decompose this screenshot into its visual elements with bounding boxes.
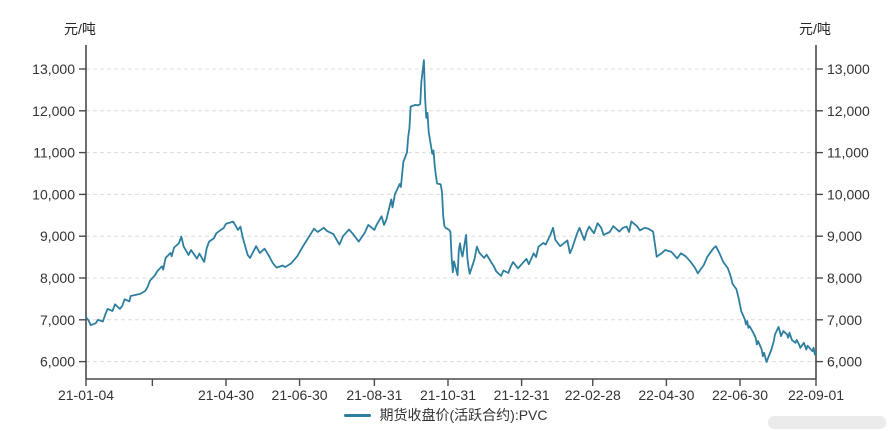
y-axis-label-right: 11,000 xyxy=(827,145,869,161)
price-line xyxy=(85,59,817,363)
y-axis-label-left: 9,000 xyxy=(40,228,75,244)
x-axis-label: 22-04-30 xyxy=(638,387,694,403)
x-axis-label: 22-06-30 xyxy=(712,387,768,403)
y-axis-label-left: 6,000 xyxy=(40,354,75,370)
x-axis-label: 21-04-30 xyxy=(198,387,254,403)
y-axis-label-right: 7,000 xyxy=(827,312,862,328)
legend: 期货收盘价(活跃合约):PVC xyxy=(0,405,891,425)
y-axis-label-right: 8,000 xyxy=(827,270,862,286)
y-axis-label-left: 12,000 xyxy=(32,103,75,119)
x-axis-label: 21-06-30 xyxy=(272,387,328,403)
y-axis-label-left: 7,000 xyxy=(40,312,75,328)
y-axis-label-right: 10,000 xyxy=(827,186,870,202)
x-axis-label: 22-02-28 xyxy=(565,387,621,403)
legend-line-swatch xyxy=(343,413,371,417)
y-axis-label-right: 9,000 xyxy=(827,228,862,244)
y-axis-label-right: 13,000 xyxy=(827,61,870,77)
x-axis-label: 21-01-04 xyxy=(58,387,114,403)
y-axis-label-right: 6,000 xyxy=(827,354,862,370)
y-axis-label-left: 8,000 xyxy=(40,270,75,286)
y-axis-unit-left: 元/吨 xyxy=(64,21,96,37)
y-axis-label-left: 13,000 xyxy=(32,61,75,77)
y-axis-label-right: 12,000 xyxy=(827,103,870,119)
y-axis-unit-right: 元/吨 xyxy=(799,21,831,37)
legend-label: 期货收盘价(活跃合约):PVC xyxy=(379,407,548,423)
y-axis-label-left: 10,000 xyxy=(32,186,75,202)
x-axis-label: 21-12-31 xyxy=(494,387,550,403)
x-axis-label: 22-09-01 xyxy=(788,387,844,403)
x-axis-label: 21-08-31 xyxy=(346,387,402,403)
x-axis-label: 21-10-31 xyxy=(420,387,476,403)
watermark-blur xyxy=(768,416,886,429)
y-axis-label-left: 11,000 xyxy=(33,145,75,161)
